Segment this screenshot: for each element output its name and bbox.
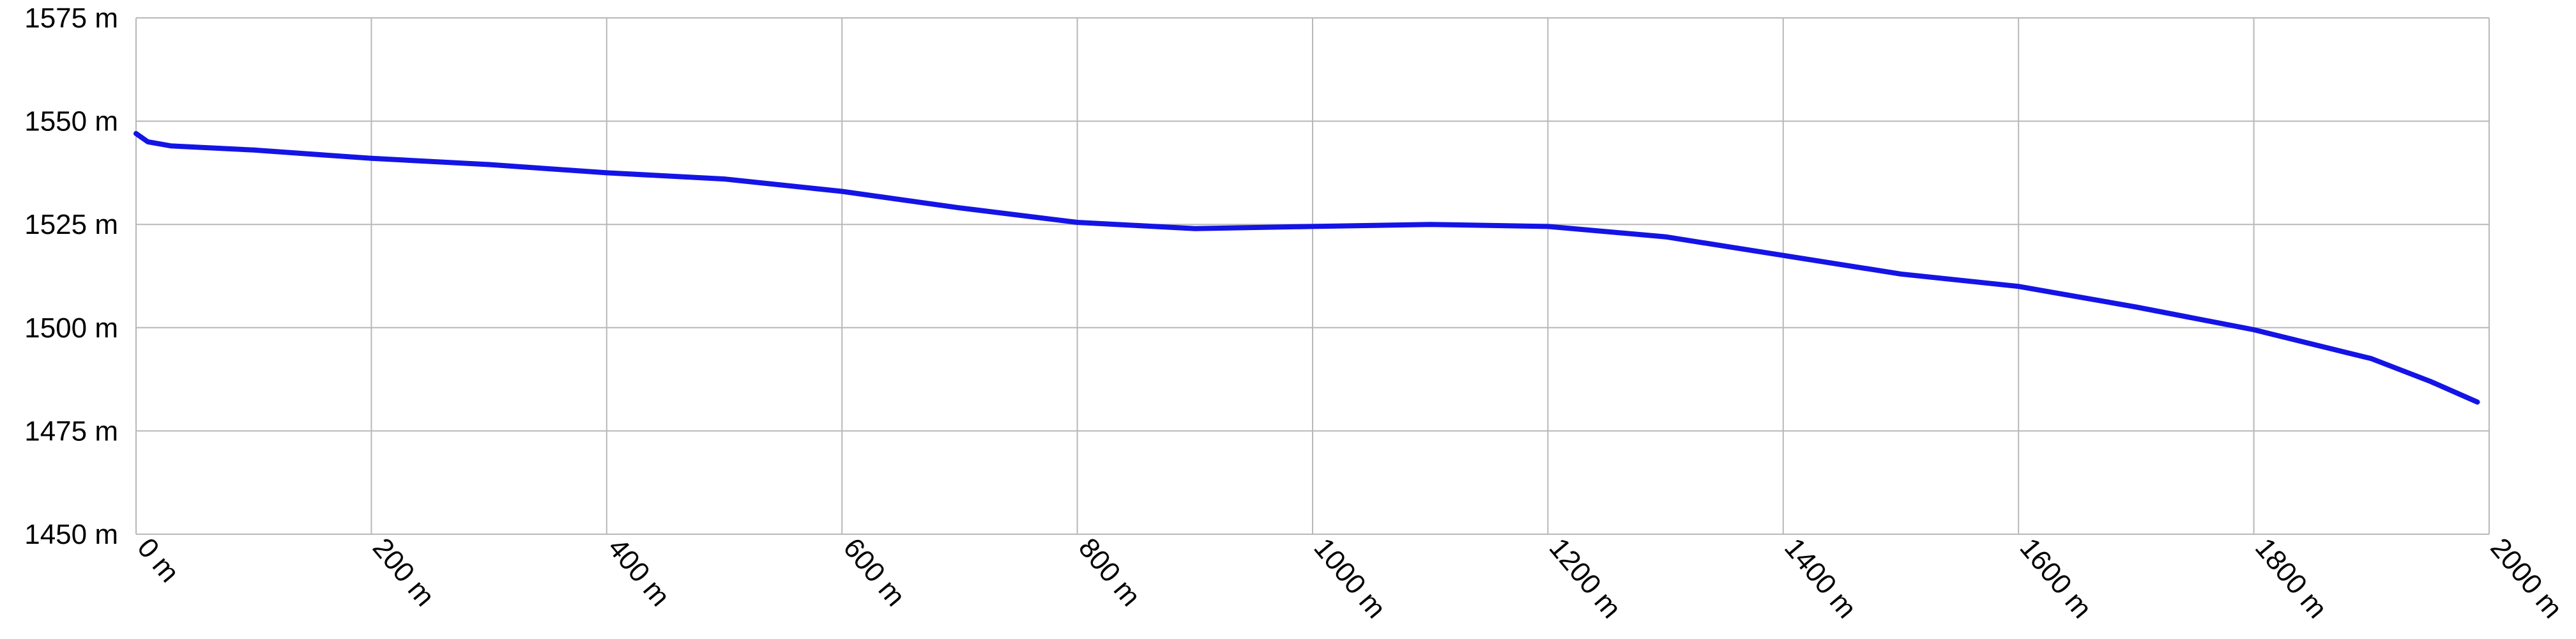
elevation-line xyxy=(133,131,2480,405)
x-tick-label: 2000 m xyxy=(2484,532,2568,624)
y-tick-label: 1550 m xyxy=(24,106,118,137)
y-tick-label: 1575 m xyxy=(24,3,118,34)
x-tick-label: 600 m xyxy=(837,532,911,612)
x-tick-label: 800 m xyxy=(1072,532,1147,612)
x-tick-label: 1800 m xyxy=(2249,532,2333,624)
x-tick-label: 200 m xyxy=(367,532,441,612)
x-tick-label: 1000 m xyxy=(1307,532,1392,624)
y-tick-label: 1475 m xyxy=(24,415,118,447)
x-tick-label: 400 m xyxy=(602,532,676,612)
y-tick-label: 1500 m xyxy=(24,312,118,344)
x-tick-label: 1400 m xyxy=(1778,532,1863,624)
x-tick-label: 1200 m xyxy=(1543,532,1627,624)
y-tick-label: 1450 m xyxy=(24,519,118,550)
x-tick-label: 1600 m xyxy=(2014,532,2098,624)
y-tick-label: 1525 m xyxy=(24,209,118,240)
x-tick-label: 0 m xyxy=(131,532,185,589)
